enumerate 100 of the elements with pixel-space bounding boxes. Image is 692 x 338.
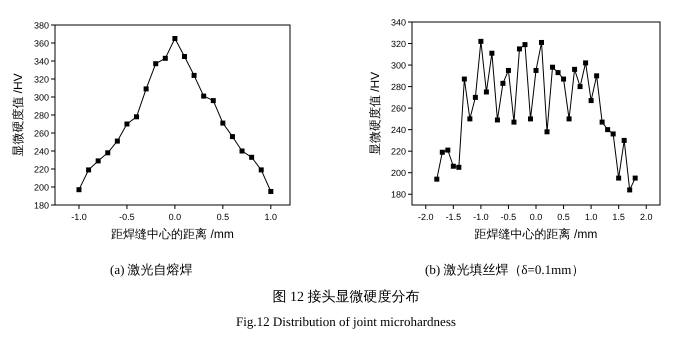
y-tick-label: 340 (390, 18, 406, 28)
point (600, 120, 605, 125)
point (220, 120, 226, 126)
y-axis-title: 显微硬度值 /HV (368, 72, 382, 156)
point (467, 116, 472, 122)
x-tick-label: -0.5 (500, 212, 516, 222)
point (550, 64, 556, 70)
point (610, 131, 616, 136)
point (588, 98, 594, 104)
point (134, 114, 140, 120)
x-axis-title: 距焊缝中心的距离 /mm (111, 227, 234, 241)
y-axis-title: 显微硬度值 /HV (11, 73, 25, 157)
point (124, 122, 130, 126)
x-tick-label: 0.5 (216, 212, 230, 222)
point (544, 129, 550, 134)
point (622, 138, 627, 143)
y-tick-label: 200 (34, 182, 49, 192)
point (182, 54, 187, 59)
point (440, 150, 445, 155)
x-tick-label: 1.0 (584, 212, 598, 222)
point (489, 50, 494, 56)
point (76, 187, 82, 192)
point (472, 94, 478, 100)
point (434, 176, 440, 182)
text: (b) 激光填丝焊（δ=0.1mm） (425, 262, 584, 277)
y-tick-label: 300 (34, 92, 49, 102)
y-tick-label: 240 (34, 146, 49, 156)
y-tick-label: 220 (390, 146, 406, 157)
point (201, 94, 206, 99)
y-tick-label: 280 (390, 82, 406, 92)
x-tick-label: 1.0 (264, 212, 278, 222)
point (210, 98, 216, 104)
point (583, 60, 588, 66)
point (616, 176, 622, 181)
point (506, 68, 511, 73)
point (96, 158, 101, 164)
point (105, 150, 110, 156)
x-tick-label: 0.0 (530, 212, 542, 222)
point (534, 68, 538, 73)
y-tick-label: 300 (390, 60, 406, 71)
point (192, 72, 197, 78)
text: (a) 激光自熔焊 (110, 262, 193, 277)
x-tick-label: 1.5 (612, 212, 625, 222)
x-tick-label: 2.0 (640, 212, 652, 222)
point (456, 164, 462, 170)
x-tick-label: -1.5 (446, 212, 462, 222)
point (172, 36, 178, 41)
point (230, 134, 235, 140)
point (522, 42, 528, 48)
point (240, 148, 245, 154)
point (516, 46, 522, 52)
point (450, 164, 456, 169)
point (494, 117, 500, 122)
y-tick-label: 220 (34, 164, 49, 174)
point (511, 120, 516, 125)
y-tick-label: 340 (34, 56, 49, 66)
x-tick-label: -1.0 (71, 212, 87, 222)
point (478, 38, 484, 44)
x-tick-label: -1.0 (473, 212, 489, 222)
y-tick-label: 360 (34, 38, 49, 48)
y-tick-label: 260 (34, 128, 49, 138)
point (605, 127, 610, 132)
point (500, 80, 506, 86)
x-tick-label: -2.0 (418, 212, 434, 222)
point (445, 148, 450, 153)
y-tick-label: 320 (34, 74, 49, 84)
point (162, 56, 168, 61)
point (484, 89, 489, 94)
y-tick-label: 240 (390, 125, 406, 136)
y-tick-label: 320 (390, 39, 406, 50)
point (249, 154, 254, 160)
point (594, 73, 600, 78)
y-tick-label: 200 (390, 168, 406, 178)
point (528, 116, 533, 122)
point (153, 61, 158, 66)
point (268, 189, 274, 194)
point (539, 40, 544, 45)
point (566, 116, 572, 122)
x-tick-label: -0.5 (119, 212, 135, 222)
point (258, 167, 264, 172)
point (572, 66, 578, 72)
point (561, 76, 566, 82)
y-tick-label: 180 (390, 190, 406, 200)
point (114, 138, 120, 144)
point (578, 84, 583, 90)
point (86, 167, 92, 172)
y-tick-label: 380 (34, 20, 49, 30)
x-axis-title: 距焊缝中心的距离 /mm (474, 227, 598, 241)
point (144, 86, 149, 92)
point (556, 70, 561, 76)
y-tick-label: 280 (34, 110, 49, 120)
point (462, 76, 467, 82)
x-tick-label: 0.0 (168, 212, 182, 222)
point (627, 187, 632, 192)
caption: Fig.12 Distribution of joint microhardness (236, 314, 456, 329)
x-tick-label: 0.5 (557, 212, 570, 222)
caption: 图 12 接头显微硬度分布 (272, 289, 420, 305)
y-tick-label: 180 (34, 200, 49, 210)
point (632, 176, 638, 181)
y-tick-label: 260 (390, 104, 406, 114)
